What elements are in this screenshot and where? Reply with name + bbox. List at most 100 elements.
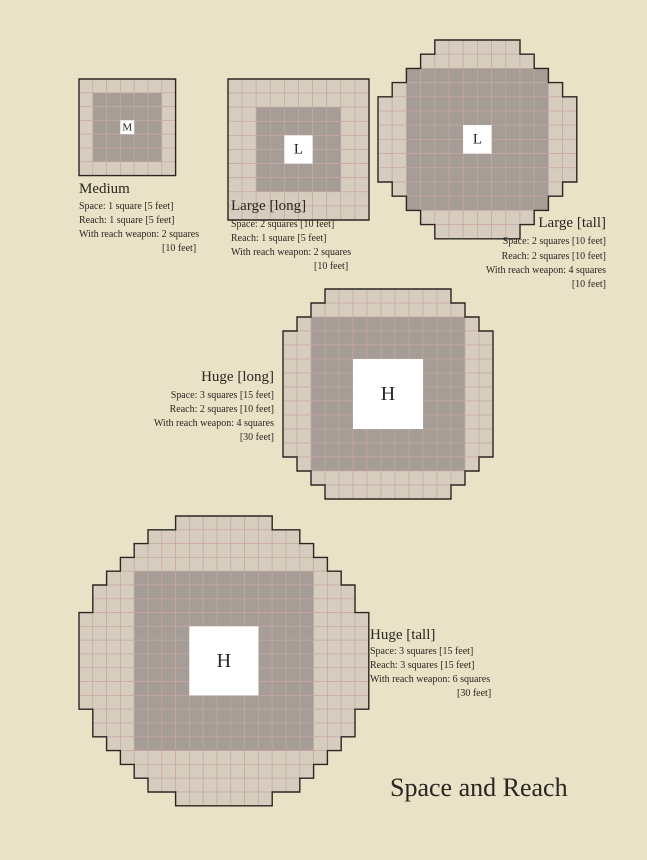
huge-long-reach-cell: [366, 330, 382, 346]
large-long-reach-cell: [298, 120, 313, 136]
medium-reach-cell: [106, 92, 121, 107]
large-tall-reach-cell: [491, 195, 507, 211]
large-tall-weapon-reach-cell: [462, 39, 478, 55]
huge-long-reach-cell: [408, 316, 424, 332]
large-tall-reach-cell: [448, 139, 464, 154]
large-tall-reach-cell: [491, 124, 507, 140]
huge-long-reach-cell: [338, 316, 354, 332]
large-long-space: Space: 2 squares [10 feet]: [231, 219, 335, 230]
large-long-weapon-reach-cell: [241, 163, 257, 179]
large-tall-weapon-reach-cell: [377, 110, 393, 126]
huge-long-weapon-reach-cell: [338, 302, 354, 318]
huge-tall-weapon-reach-cell: [202, 543, 218, 558]
huge-tall-weapon-reach-cell: [285, 543, 301, 558]
huge-tall-weapon-reach-cell: [327, 708, 342, 724]
large-long-name: Large [long]: [231, 198, 307, 214]
huge-tall-weapon-reach-cell: [92, 681, 107, 696]
huge-long-reach-cell: [450, 400, 466, 416]
large-long-reach-cell: [269, 177, 285, 193]
huge-long-reach-cell: [310, 414, 326, 430]
huge-tall-weapon-reach-cell: [202, 557, 218, 572]
large-tall-reach-cell: [434, 167, 450, 183]
large-long-reach-cell: [284, 106, 299, 122]
huge-tall-reach-cell: [133, 626, 149, 641]
huge-tall-weapon-reach-cell: [313, 653, 328, 669]
huge-long-reach-cell: [422, 414, 438, 430]
large-tall-weapon-reach-cell: [548, 167, 563, 183]
huge-long-reach-cell: [450, 358, 466, 374]
large-tall-reach-cell: [477, 181, 492, 197]
huge-tall-reach-cell: [258, 570, 273, 586]
huge-long-reach-cell: [394, 428, 410, 444]
large-tall-reach-cell: [477, 195, 492, 211]
large-tall-reach-cell: [491, 139, 507, 154]
medium-reach-cell: [133, 147, 149, 163]
huge-tall-reach-cell: [230, 598, 245, 613]
huge-long-weapon-reach-cell: [324, 484, 340, 500]
huge-tall-weapon-reach-cell: [161, 764, 176, 779]
huge-tall-weapon-reach-cell: [106, 653, 121, 669]
huge-tall-weapon-reach-cell: [285, 777, 301, 793]
huge-tall-weapon-reach-cell: [258, 791, 273, 807]
medium-reach-cell: [92, 120, 107, 135]
large-tall-weapon-reach-cell: [391, 167, 407, 183]
large-long-weapon-reach-cell: [227, 92, 243, 108]
huge-tall-reach-cell: [244, 570, 259, 586]
large-tall-weapon-feet: [10 feet]: [571, 279, 606, 290]
large-tall-weapon-reach-cell: [377, 96, 393, 112]
medium-weapon-reach-cell: [78, 106, 94, 121]
huge-tall-weapon-reach-cell: [244, 750, 259, 765]
huge-tall-weapon-reach-cell: [327, 653, 342, 669]
huge-tall-weapon-reach-cell: [313, 722, 328, 738]
large-tall-weapon-reach-cell: [562, 139, 578, 154]
large-tall-weapon-reach-cell: [434, 39, 450, 55]
medium-weapon-reach-cell: [161, 161, 176, 176]
medium-reach-cell: [120, 133, 135, 149]
large-long-weapon-reach-cell: [284, 78, 299, 94]
huge-tall-weapon-reach-cell: [299, 764, 314, 779]
large-long-outline: [227, 78, 370, 221]
large-tall-weapon-reach-cell: [548, 82, 563, 98]
huge-long-weapon-reach-cell: [352, 288, 368, 304]
huge-long-weapon-reach-cell: [464, 344, 480, 360]
large-tall-reach-cell: [477, 153, 492, 169]
large-tall-reach-cell: [434, 82, 450, 98]
huge-tall-weapon-reach-cell: [258, 764, 273, 779]
huge-tall-reach-cell: [271, 584, 287, 600]
huge-tall-reach-cell: [202, 584, 218, 600]
huge-long-reach-cell: [450, 456, 466, 472]
large-tall-reach-cell: [406, 96, 421, 112]
huge-tall-weapon-reach-cell: [340, 695, 356, 710]
large-long-weapon-reach-cell: [312, 191, 328, 207]
medium-name: Medium: [79, 181, 130, 197]
huge-long-reach-cell: [380, 330, 396, 346]
huge-tall-reach-cell: [147, 584, 163, 600]
huge-long-reach-cell: [380, 428, 396, 444]
huge-tall-outline: [78, 515, 370, 807]
huge-long-reach-cell: [436, 330, 452, 346]
huge-long-weapon-reach-cell: [324, 302, 340, 318]
large-tall-reach-cell: [533, 181, 549, 197]
large-tall-weapon-reach: With reach weapon: 4 squares: [485, 265, 606, 276]
huge-tall-reach-cell: [133, 612, 149, 627]
huge-long-reach-cell: [324, 442, 340, 458]
huge-tall-reach-cell: [244, 695, 259, 710]
large-tall-reach-cell: [505, 82, 521, 98]
huge-long-reach: Reach: 2 squares [10 feet]: [169, 404, 274, 415]
huge-long-reach-cell: [324, 330, 340, 346]
huge-long-weapon-reach-cell: [408, 302, 424, 318]
huge-tall-reach-cell: [258, 653, 273, 669]
huge-tall-reach-cell: [285, 584, 301, 600]
huge-long-reach-cell: [380, 344, 396, 360]
large-long-reach-cell: [269, 149, 285, 164]
huge-long-weapon-reach-cell: [408, 288, 424, 304]
large-tall-weapon-reach-cell: [391, 96, 407, 112]
huge-long-weapon-reach-cell: [282, 400, 298, 416]
huge-tall-reach-cell: [271, 612, 287, 627]
large-tall-reach-cell: [406, 124, 421, 140]
huge-long-weapon-reach-cell: [464, 316, 480, 332]
huge-tall-reach-cell: [161, 722, 176, 738]
medium-weapon-reach-cell: [161, 133, 176, 149]
large-long-reach-cell: [255, 177, 271, 193]
medium-reach-cell: [106, 147, 121, 163]
